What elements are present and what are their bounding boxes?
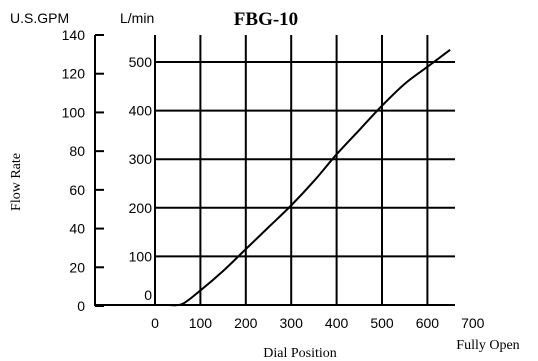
- left-tick-label: 120: [62, 66, 86, 82]
- x-axis-label: Dial Position: [263, 346, 337, 361]
- axes: [94, 34, 455, 307]
- fully-open-label: Fully Open: [456, 338, 519, 353]
- left-tick-label: 20: [69, 259, 85, 275]
- x-tick-label: 600: [416, 315, 440, 331]
- x-tick-label: 500: [370, 315, 394, 331]
- x-tick-label: 300: [280, 315, 304, 331]
- right-tick-label: 100: [129, 248, 153, 264]
- left-tick-label: 60: [69, 182, 85, 198]
- left-tick-label: 40: [69, 221, 85, 237]
- right-tick-label: 500: [129, 54, 153, 70]
- grid: [155, 35, 455, 305]
- y-axis-label: Flow Rate: [9, 153, 24, 211]
- tick-labels: 0 20 40 60 80 100 120 140 0 100 200 300 400 500 0 100 20…: [62, 27, 485, 331]
- x-tick-label: 700: [461, 315, 485, 331]
- left-tick-label: 0: [77, 298, 85, 314]
- right-tick-label: 300: [129, 151, 153, 167]
- x-tick-label: 200: [234, 315, 258, 331]
- left-axis-unit: U.S.GPM: [10, 10, 69, 26]
- left-tick-label: 140: [62, 27, 86, 43]
- right-tick-label: 200: [129, 200, 153, 216]
- right-tick-label: 400: [129, 103, 153, 119]
- left-tick-label: 80: [69, 143, 85, 159]
- chart-title: FBG-10: [234, 9, 298, 30]
- x-tick-label: 0: [151, 315, 159, 331]
- x-tick-label: 100: [189, 315, 213, 331]
- x-tick-label: 400: [325, 315, 349, 331]
- left-tick-label: 100: [62, 104, 86, 120]
- flow-curve: [168, 49, 451, 307]
- right-axis-unit: L/min: [120, 10, 154, 26]
- right-tick-label: 0: [144, 287, 152, 303]
- series: [168, 49, 451, 307]
